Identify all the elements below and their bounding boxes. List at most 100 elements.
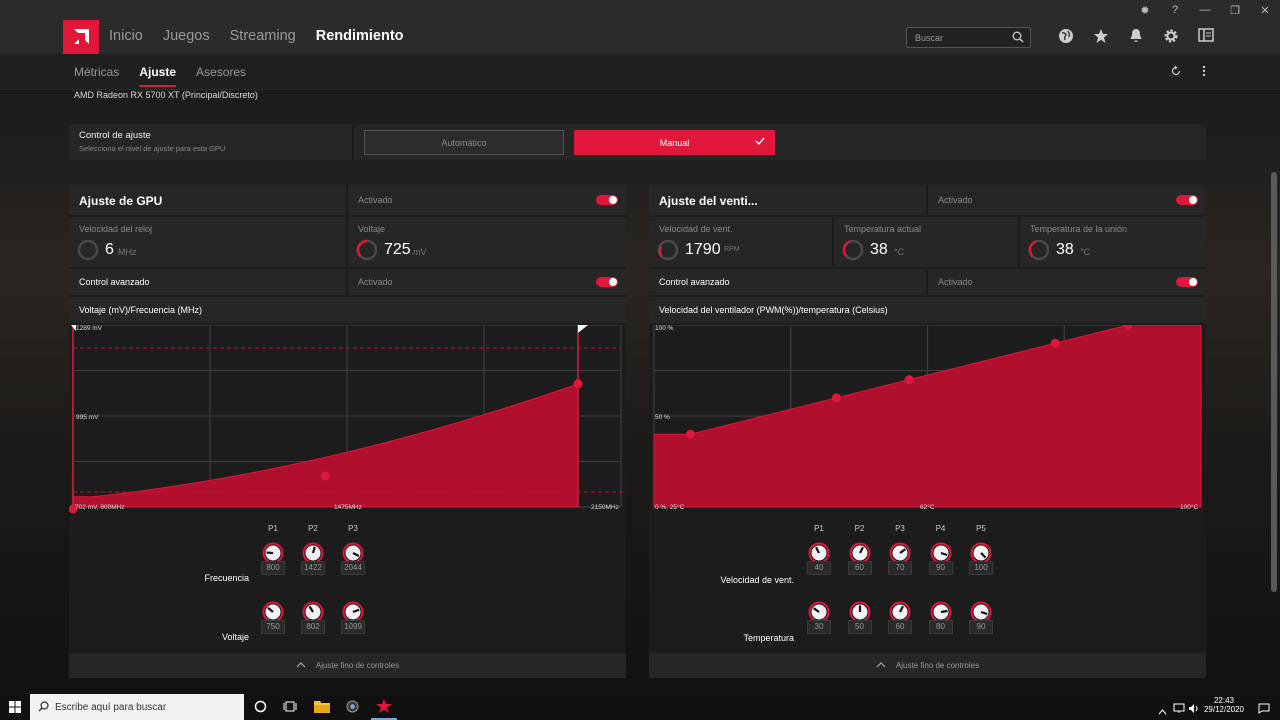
point-label: P5 (976, 524, 986, 533)
nav-juegos[interactable]: Juegos (162, 28, 210, 44)
minimize-icon[interactable]: — (1199, 4, 1211, 16)
window-controls: ✹ ? — ❐ ✕ (1130, 0, 1280, 20)
gpu-enabled-label: Activado (358, 195, 393, 205)
fan-chart-title-row: Velocidad del ventilador (PWM(%))/temper… (649, 297, 1206, 323)
file-explorer-icon[interactable] (314, 700, 330, 718)
point-value-box[interactable]: 40 (807, 561, 831, 575)
help-icon[interactable]: ? (1171, 4, 1179, 16)
close-icon[interactable]: ✕ (1260, 4, 1270, 17)
point-value-box[interactable]: 1099 (341, 620, 365, 634)
notifications-icon[interactable] (1258, 701, 1270, 719)
nav-rendimiento[interactable]: Rendimiento (315, 28, 404, 56)
fan-enabled-label: Activado (938, 195, 973, 205)
tab-metricas[interactable]: Métricas (74, 65, 120, 79)
point-value-box[interactable]: 80 (928, 620, 953, 634)
point-value-box[interactable]: 50 (847, 620, 872, 634)
browser-icon[interactable] (346, 700, 359, 718)
bell-icon[interactable] (1118, 28, 1153, 44)
point-value-box[interactable]: 60 (888, 620, 912, 634)
knob-pointer (980, 552, 987, 559)
gear-icon[interactable] (1153, 28, 1188, 44)
fan-advanced-state-cell: Activado (928, 269, 1206, 295)
point-value-box[interactable]: 90 (969, 620, 993, 634)
nav-inicio[interactable]: Inicio (109, 28, 143, 44)
restore-icon[interactable]: ❐ (1230, 4, 1240, 17)
gpu-advanced-toggle[interactable] (596, 277, 618, 287)
point-value-box[interactable]: 100 (969, 561, 993, 575)
fan-tuning-toggle[interactable] (1176, 195, 1198, 205)
point-value-box[interactable]: 30 (807, 620, 831, 634)
cortana-icon[interactable] (254, 700, 267, 718)
gpu-name: AMD Radeon RX 5700 XT (Principal/Discret… (74, 90, 258, 100)
clock-gauge-icon (77, 239, 99, 261)
point-label: P2 (308, 524, 318, 533)
point-value-box[interactable]: 802 (301, 620, 325, 634)
junction-temp-cell: Temperatura de la unión 38 °C (1020, 217, 1206, 267)
point-knob[interactable] (930, 542, 952, 569)
point-value-box[interactable]: 60 (847, 561, 872, 575)
taskbar-search-input[interactable]: Escribe aquí para buscar (30, 694, 244, 720)
voltage-gauge-icon (356, 239, 378, 261)
fan-advanced-toggle[interactable] (1176, 277, 1198, 287)
gpu-advanced-cell: Control avanzado (69, 269, 346, 295)
tray-chevron-icon[interactable] (1158, 702, 1167, 720)
bug-icon[interactable]: ✹ (1140, 4, 1150, 17)
temp-gauge-icon (842, 239, 864, 261)
gpu-fine-tune-bar[interactable]: Ajuste fino de controles (69, 653, 626, 678)
point-value-box[interactable]: 2044 (341, 561, 365, 575)
point-value-box[interactable]: 90 (928, 561, 953, 575)
search-icon (38, 701, 49, 715)
fan-speed-temperature-chart[interactable] (649, 325, 1206, 515)
nav-streaming[interactable]: Streaming (229, 28, 296, 44)
gpu-chart-title: Voltaje (mV)/Frecuencia (MHz) (79, 305, 203, 315)
point-knob[interactable] (889, 542, 911, 569)
temperature-row-label: Temperatura (743, 633, 794, 643)
fan-advanced-state: Activado (938, 277, 973, 287)
windows-start-icon[interactable] (9, 700, 21, 718)
fan-fine-tune-bar[interactable]: Ajuste fino de controles (649, 653, 1206, 678)
point-knob[interactable] (889, 601, 911, 628)
fan-x-max-label: 100°C (1180, 504, 1199, 511)
junction-temp-value: 38 (1056, 241, 1074, 258)
globe-icon[interactable] (1048, 28, 1083, 44)
sidebar-toggle-icon[interactable] (1188, 28, 1223, 44)
gpu-advanced-label: Control avanzado (79, 277, 150, 287)
voltage-cell: Voltaje 725 mV (348, 217, 626, 267)
voltage-frequency-chart[interactable] (69, 325, 626, 515)
search-icon[interactable] (1012, 31, 1024, 45)
curve-point (685, 429, 695, 439)
star-icon[interactable] (1083, 28, 1118, 44)
fan-speed-gauge-icon (657, 239, 679, 261)
fan-origin-label: 0 %, 25°C (655, 504, 685, 511)
clock[interactable]: 22:43 29/12/2020 (1204, 696, 1244, 714)
clock-speed-unit: MHz (118, 247, 137, 257)
gpu-fine-tune-label: Ajuste fino de controles (315, 661, 400, 670)
reset-icon[interactable] (1170, 64, 1182, 82)
point-value-box[interactable]: 800 (261, 561, 285, 575)
point-knob[interactable] (970, 601, 992, 628)
amd-radeon-taskbar-icon[interactable] (375, 698, 393, 719)
knob-dial (808, 542, 830, 564)
junction-gauge-icon (1028, 239, 1050, 261)
gpu-tuning-toggle[interactable] (596, 195, 618, 205)
task-view-icon[interactable] (283, 700, 297, 718)
manual-button[interactable]: Manual (574, 130, 775, 155)
more-options-icon[interactable] (1202, 64, 1206, 82)
tab-asesores[interactable]: Asesores (196, 65, 247, 79)
tab-ajuste[interactable]: Ajuste (139, 65, 176, 87)
point-value-box[interactable]: 750 (261, 620, 285, 634)
point-value-box[interactable]: 1422 (301, 561, 325, 575)
automatic-button[interactable]: Automático (364, 130, 564, 155)
knob-dial (970, 601, 992, 623)
network-icon[interactable] (1173, 701, 1185, 719)
point-knob[interactable] (808, 542, 830, 569)
point-label: P4 (935, 524, 946, 533)
fan-panel-title: Ajuste del venti... (659, 194, 758, 208)
scrollbar[interactable] (1271, 172, 1277, 592)
gpu-origin-label: 702 mV, 800MHz (75, 504, 125, 511)
point-value-box[interactable]: 70 (888, 561, 912, 575)
knob-pointer (980, 610, 988, 616)
volume-icon[interactable] (1188, 701, 1200, 719)
amd-logo[interactable] (63, 20, 99, 54)
search-input[interactable]: Buscar (906, 27, 1031, 48)
